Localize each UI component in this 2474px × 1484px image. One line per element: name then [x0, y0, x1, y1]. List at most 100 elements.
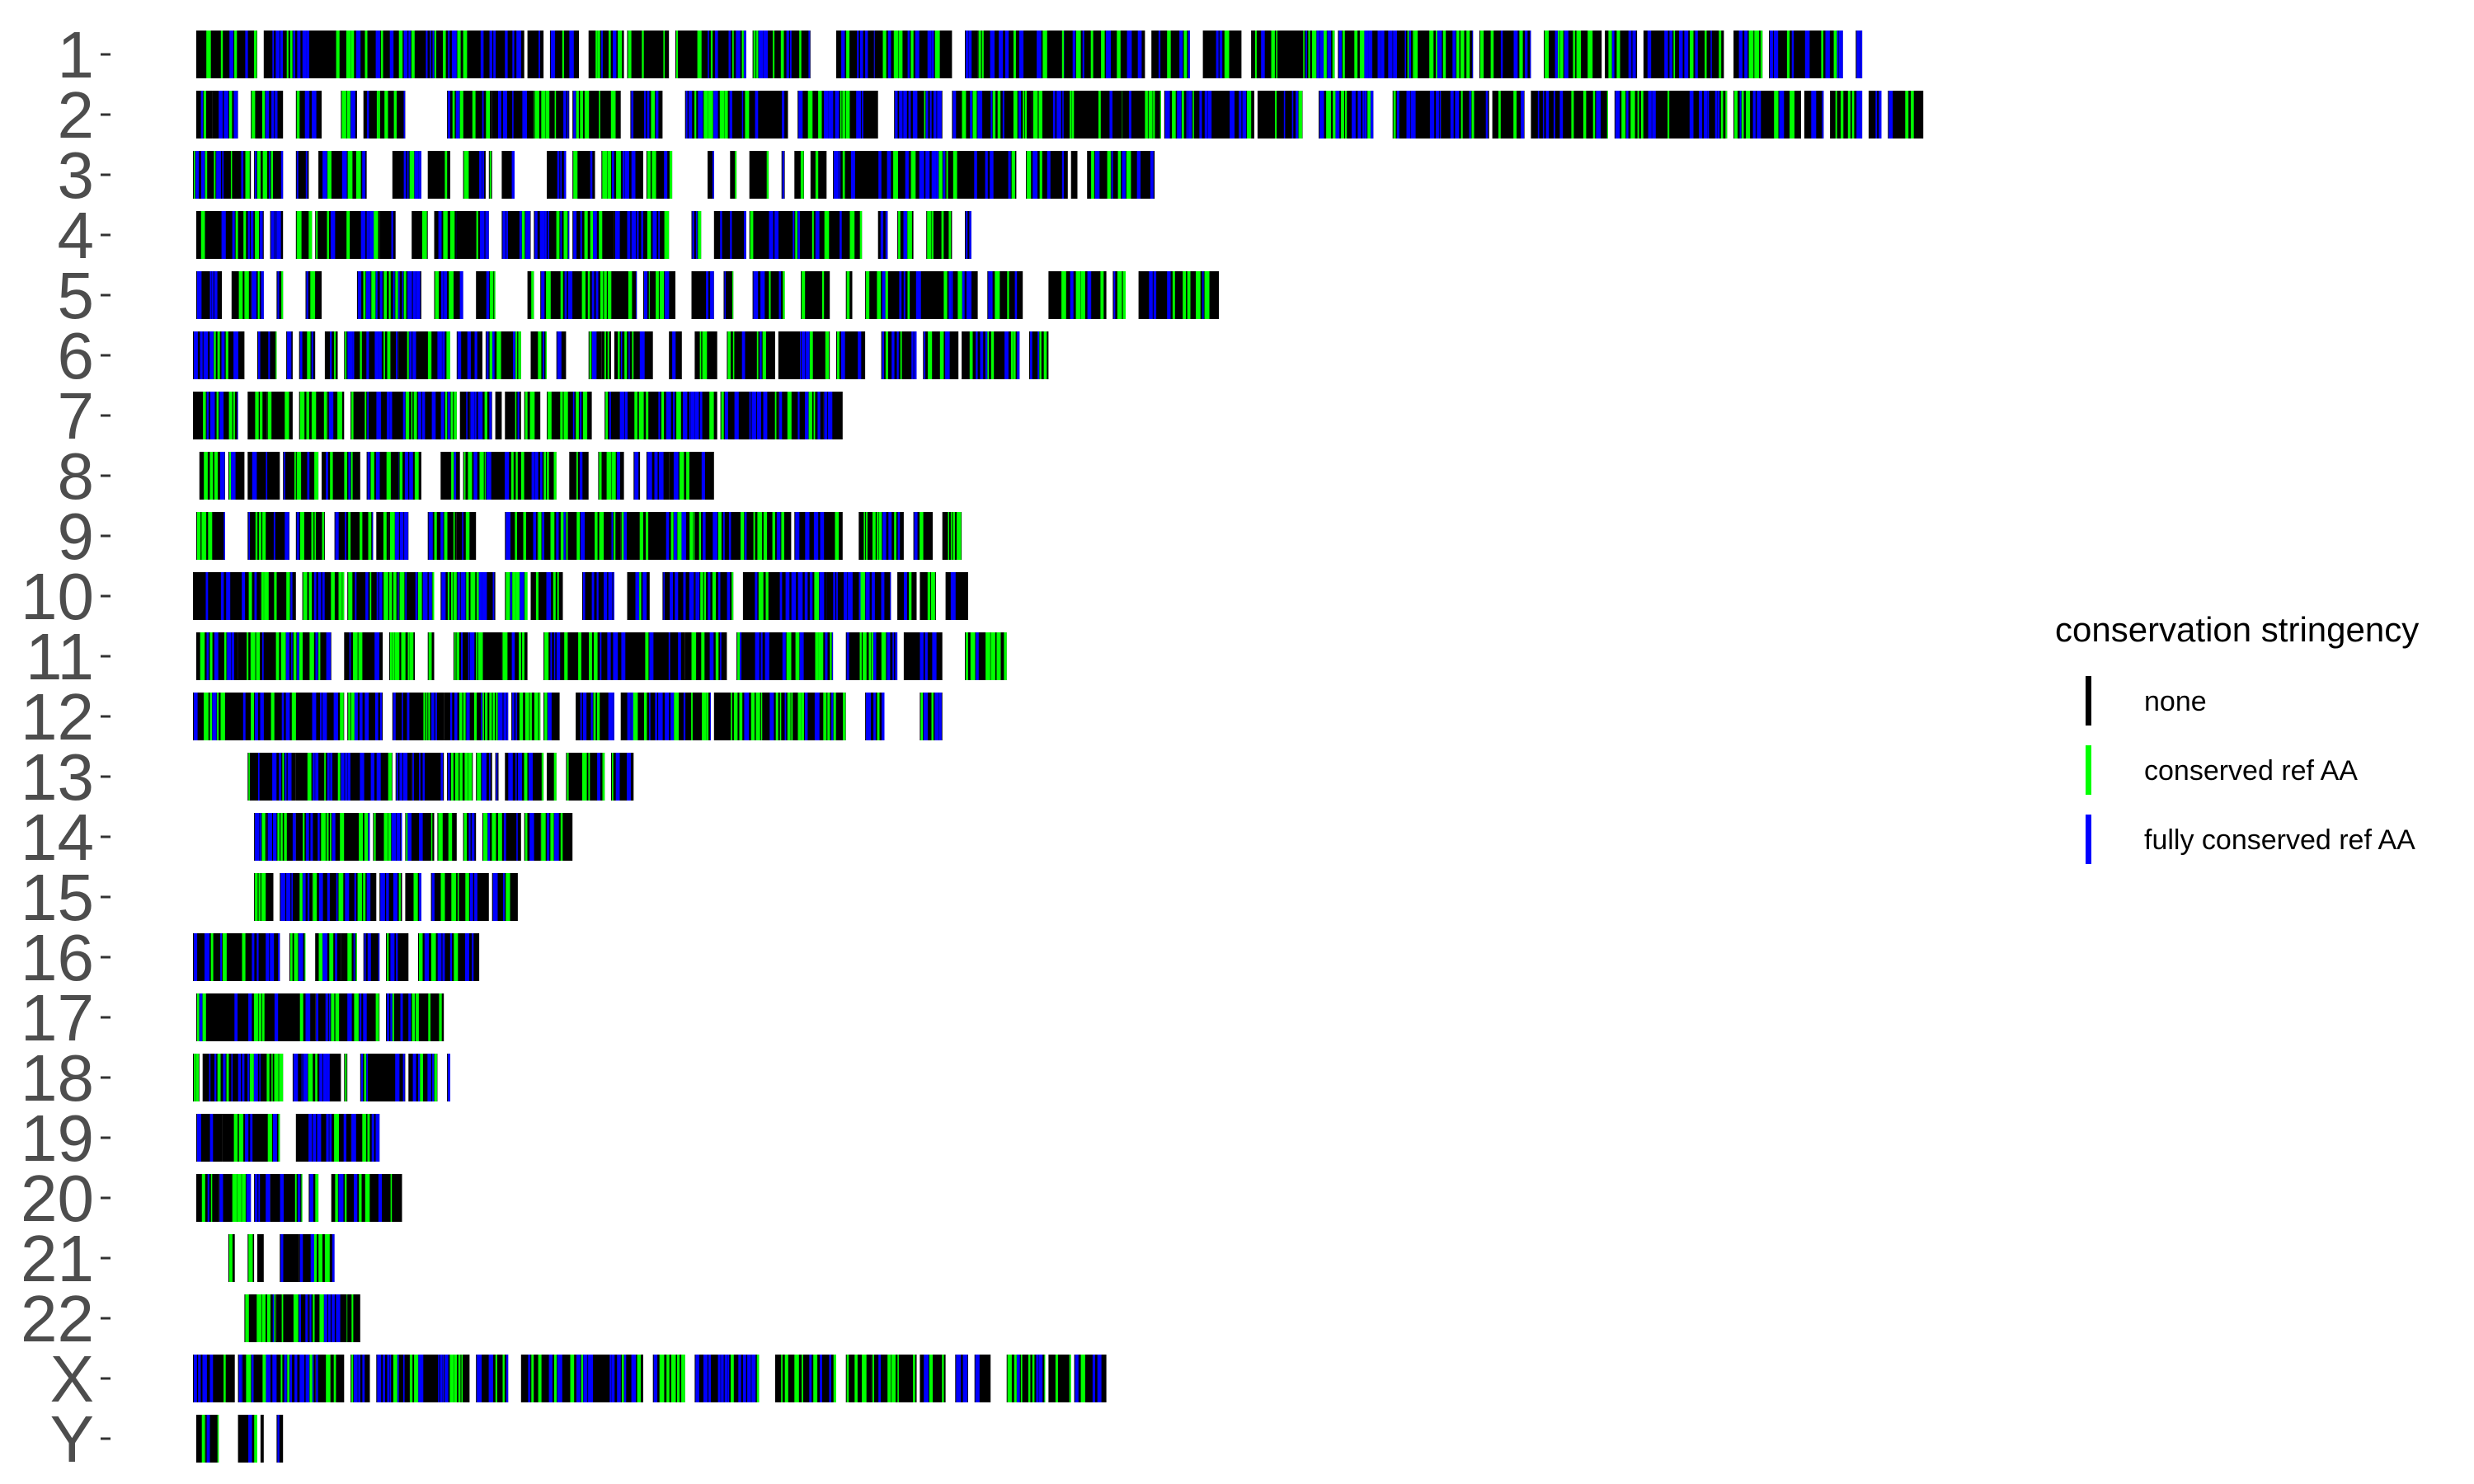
variant-stripe: [393, 91, 397, 139]
variant-stripe: [1028, 1355, 1031, 1402]
variant-stripe: [378, 91, 380, 139]
variant-stripe: [990, 151, 994, 199]
variant-stripe: [599, 452, 602, 500]
variant-stripe: [862, 1355, 867, 1402]
variant-stripe: [261, 873, 266, 921]
variant-stripe: [306, 31, 309, 78]
variant-stripe: [285, 512, 289, 560]
variant-stripe: [451, 753, 454, 801]
variant-stripe: [543, 452, 547, 500]
variant-stripe: [905, 151, 909, 199]
variant-stripe: [280, 813, 283, 861]
variant-stripe: [981, 31, 984, 78]
variant-stripe: [400, 993, 403, 1041]
variant-stripe: [756, 331, 759, 379]
variant-stripe: [1664, 31, 1668, 78]
variant-stripe: [755, 91, 759, 139]
variant-stripe: [272, 753, 277, 801]
variant-stripe: [1098, 91, 1101, 139]
variant-stripe: [929, 1355, 933, 1402]
variant-stripe: [1117, 151, 1122, 199]
variant-stripe: [383, 1355, 385, 1402]
variant-stripe: [1380, 31, 1385, 78]
variant-stripe: [266, 1054, 270, 1101]
variant-stripe: [564, 271, 567, 319]
variant-stripe: [591, 271, 595, 319]
variant-stripe: [297, 632, 299, 680]
variant-stripe: [1204, 91, 1207, 139]
variant-stripe: [256, 151, 261, 199]
variant-stripe: [656, 271, 659, 319]
variant-stripe: [457, 873, 459, 921]
variant-stripe: [303, 1054, 308, 1101]
variant-stripe: [1097, 1355, 1102, 1402]
variant-stripe: [374, 211, 379, 259]
variant-stripe: [548, 211, 549, 259]
variant-stripe: [1070, 91, 1072, 139]
variant-stripe: [550, 632, 553, 680]
variant-stripe: [882, 31, 887, 78]
variant-stripe: [332, 1234, 335, 1282]
region-block: [794, 151, 804, 199]
variant-stripe: [631, 151, 636, 199]
variant-stripe: [252, 933, 255, 981]
variant-stripe: [1821, 31, 1823, 78]
variant-stripe: [353, 933, 355, 981]
variant-stripe: [956, 1355, 962, 1402]
variant-stripe: [912, 91, 918, 139]
variant-stripe: [550, 31, 556, 78]
variant-stripe: [951, 271, 953, 319]
variant-stripe: [797, 211, 800, 259]
region-block: [547, 753, 557, 801]
variant-stripe: [362, 1355, 365, 1402]
variant-stripe: [471, 813, 475, 861]
variant-stripe: [1255, 31, 1257, 78]
variant-stripe: [365, 572, 369, 620]
variant-stripe: [882, 693, 885, 740]
variant-stripe: [608, 693, 613, 740]
region-block: [527, 271, 534, 319]
y-tick-label: X: [50, 1342, 94, 1416]
variant-stripe: [910, 151, 916, 199]
variant-stripe: [332, 1294, 335, 1342]
variant-stripe: [274, 572, 277, 620]
variant-stripe: [250, 632, 256, 680]
variant-stripe: [270, 211, 275, 259]
variant-stripe: [830, 632, 832, 680]
variant-stripe: [1525, 31, 1528, 78]
variant-stripe: [459, 271, 463, 319]
region-block: [730, 151, 737, 199]
variant-stripe: [387, 933, 389, 981]
variant-stripe: [644, 693, 647, 740]
variant-stripe: [200, 91, 204, 139]
variant-stripe: [1186, 91, 1188, 139]
variant-stripe: [409, 452, 413, 500]
variant-stripe: [1611, 31, 1615, 78]
variant-stripe: [362, 1114, 367, 1162]
variant-stripe: [367, 933, 371, 981]
variant-stripe: [1298, 91, 1303, 139]
variant-stripe: [255, 873, 258, 921]
variant-stripe: [311, 512, 314, 560]
variant-stripe: [1626, 91, 1629, 139]
variant-stripe: [946, 151, 948, 199]
variant-stripe: [1875, 91, 1878, 139]
variant-stripe: [209, 693, 212, 740]
variant-stripe: [968, 31, 972, 78]
variant-stripe: [538, 331, 542, 379]
variant-stripe: [556, 632, 561, 680]
variant-stripe: [312, 693, 317, 740]
variant-stripe: [1296, 91, 1299, 139]
variant-stripe: [1148, 91, 1153, 139]
variant-stripe: [653, 1355, 658, 1402]
variant-stripe: [502, 1355, 505, 1402]
chromosome-strip-21: [228, 1234, 335, 1282]
variant-stripe: [580, 392, 582, 439]
variant-stripe: [872, 572, 875, 620]
variant-stripe: [348, 572, 353, 620]
variant-stripe: [1106, 31, 1111, 78]
variant-stripe: [554, 91, 557, 139]
variant-stripe: [278, 1114, 280, 1162]
variant-stripe: [449, 211, 455, 259]
variant-stripe: [541, 91, 546, 139]
